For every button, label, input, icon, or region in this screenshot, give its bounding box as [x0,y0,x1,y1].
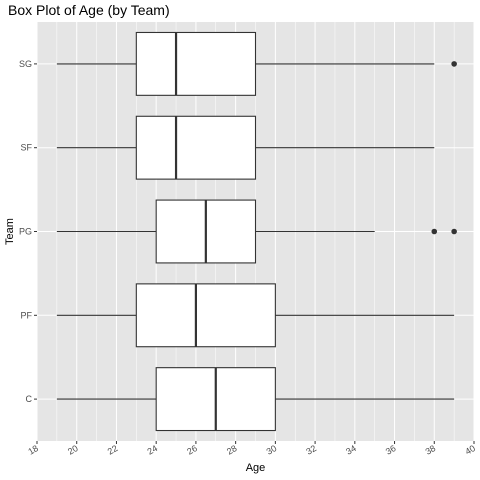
outlier-point-sg [451,61,457,67]
outlier-point-pg [451,229,457,235]
y-tick-label: C [26,394,33,404]
x-tick-label: 36 [384,443,398,457]
x-tick-label: 24 [146,443,160,457]
y-tick-label: SF [20,143,32,153]
x-tick-label: 38 [424,443,438,457]
x-axis-title: Age [246,462,266,474]
y-tick-label: PG [19,227,32,237]
outlier-point-pg [431,229,437,235]
x-tick-label: 22 [106,443,120,457]
x-tick-label: 30 [265,443,279,457]
y-tick-label: SG [19,59,32,69]
box-sg [136,32,255,95]
box-sf [136,116,255,179]
x-tick-label: 32 [304,443,318,457]
y-tick-label: PF [20,310,32,320]
x-tick-label: 34 [344,443,358,457]
x-tick-label: 18 [26,443,40,457]
x-tick-label: 28 [225,443,239,457]
x-tick-label: 20 [66,443,80,457]
x-tick-label: 40 [463,443,477,457]
box-pf [136,284,275,347]
y-axis-title: Team [4,218,16,245]
x-tick-label: 26 [185,443,199,457]
